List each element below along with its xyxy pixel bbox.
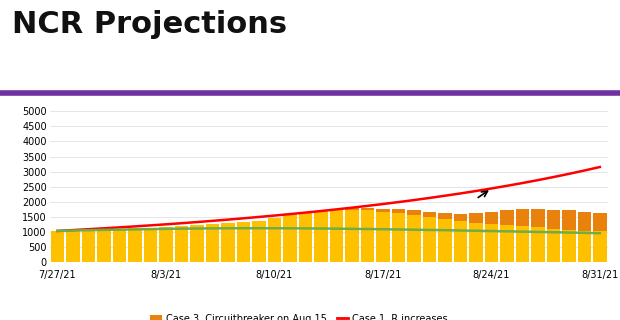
Bar [547,228,560,262]
Bar [51,231,64,262]
Bar [593,231,607,262]
Bar [330,210,343,262]
Bar [500,225,513,262]
Bar [330,210,343,262]
Bar [206,224,219,262]
Bar [392,213,405,262]
Bar [593,213,607,262]
Bar [531,227,544,262]
Bar [392,209,405,262]
Bar [578,231,591,262]
Bar [97,229,110,262]
Bar [237,222,250,262]
Bar [485,224,498,262]
Bar [299,213,312,262]
Bar [469,213,482,262]
Bar [268,218,281,262]
Bar [376,209,390,262]
Bar [314,211,327,262]
Bar [361,208,374,262]
Bar [66,230,79,262]
Bar [500,210,513,262]
Bar [547,210,560,262]
Bar [144,228,157,262]
Bar [268,218,281,262]
Bar [252,221,266,262]
Bar [438,219,451,262]
Bar [423,212,436,262]
Bar [144,228,157,262]
Bar [515,226,529,262]
Bar [66,230,79,262]
Bar [299,213,312,262]
Bar [314,211,327,262]
Bar [159,227,172,262]
Bar [190,225,203,262]
Bar [423,217,436,262]
Bar [407,210,420,262]
Bar [515,209,529,262]
Bar [175,226,188,262]
Bar [283,215,297,262]
Bar [361,210,374,262]
Bar [252,221,266,262]
Bar [407,215,420,262]
Bar [283,215,297,262]
Bar [531,209,544,262]
Bar [82,230,95,262]
Bar [221,223,234,262]
Bar [562,230,576,262]
Bar [237,222,250,262]
Text: NCR Projections: NCR Projections [12,10,288,39]
Bar [454,221,467,262]
Bar [128,228,141,262]
Bar [221,223,234,262]
Bar [51,231,64,262]
Bar [190,225,203,262]
Bar [159,227,172,262]
Bar [345,210,358,262]
Bar [175,226,188,262]
Bar [206,224,219,262]
Bar [578,212,591,262]
Bar [113,229,126,262]
Bar [485,212,498,262]
Bar [345,208,358,262]
Legend: Case 3. Circuitbreaker on Aug 15, Case 4. Circuitbreaker on Aug 8, Case 1. R inc: Case 3. Circuitbreaker on Aug 15, Case 4… [151,314,507,320]
Bar [128,228,141,262]
Bar [376,212,390,262]
Bar [454,214,467,262]
Bar [82,230,95,262]
Bar [562,210,576,262]
Bar [438,213,451,262]
Bar [469,223,482,262]
Bar [97,229,110,262]
Bar [113,229,126,262]
